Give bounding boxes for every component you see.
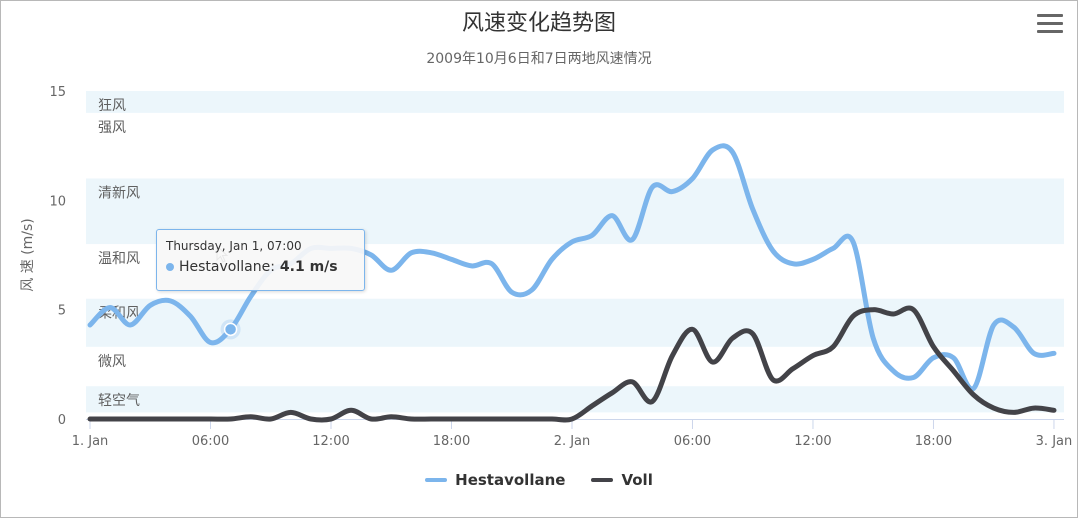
hamburger-menu-icon[interactable]: [1037, 14, 1063, 36]
y-axis-title: 风 速 (m/s): [20, 218, 36, 291]
x-tick-label: 18:00: [433, 434, 470, 449]
chart-subtitle: 2009年10月6日和7日两地风速情况: [426, 51, 652, 67]
band-label: 轻空气: [98, 393, 140, 409]
band-label: 清新风: [98, 185, 140, 201]
tooltip-series-name: Hestavollane:: [179, 259, 275, 275]
band-label: 狂风: [98, 98, 126, 114]
hover-marker: [223, 322, 238, 337]
legend-label-voll: Voll: [621, 471, 653, 489]
x-tick-label: 06:00: [674, 434, 711, 449]
legend-item-hestavollane[interactable]: Hestavollane: [425, 471, 565, 489]
chart-title: 风速变化趋势图: [461, 11, 616, 36]
plot-band: [86, 298, 1064, 347]
x-tick-label: 2. Jan: [554, 434, 591, 449]
plot-band: [86, 386, 1064, 413]
series-line-voll: [87, 305, 1057, 423]
legend: Hestavollane Voll: [1, 471, 1077, 489]
band-label: 温和风: [98, 251, 140, 267]
tooltip-body: Hestavollane: 4.1 m/s: [166, 259, 338, 275]
band-label: 微风: [98, 354, 126, 370]
tooltip-series-dot: [166, 263, 174, 271]
legend-item-voll[interactable]: Voll: [591, 471, 653, 489]
legend-swatch-voll: [591, 478, 614, 482]
tooltip-header: Thursday, Jan 1, 07:00: [166, 239, 302, 253]
y-tick-label: 0: [58, 413, 66, 428]
tooltip: Thursday, Jan 1, 07:00 Hestavollane: 4.1…: [156, 229, 365, 291]
legend-swatch-hestavollane: [425, 478, 448, 482]
band-label: 强风: [98, 120, 126, 136]
x-tick-label: 18:00: [915, 434, 952, 449]
x-tick-label: 12:00: [312, 434, 349, 449]
tooltip-value: 4.1 m/s: [279, 259, 338, 275]
legend-label-hestavollane: Hestavollane: [455, 471, 566, 489]
x-tick-label: 06:00: [192, 434, 229, 449]
y-tick-label: 10: [49, 194, 66, 209]
x-tick-label: 3. Jan: [1036, 434, 1073, 449]
series-line-hestavollane: [87, 143, 1057, 392]
x-tick-label: 1. Jan: [72, 434, 109, 449]
y-tick-label: 15: [49, 85, 66, 100]
plot-band: [86, 91, 1064, 113]
y-tick-label: 5: [58, 304, 66, 319]
x-tick-label: 12:00: [794, 434, 831, 449]
